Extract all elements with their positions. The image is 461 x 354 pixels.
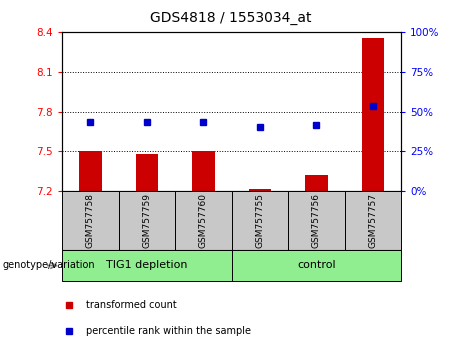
Text: transformed count: transformed count (86, 300, 177, 310)
Bar (175, 191, 231, 250)
Text: genotype/variation: genotype/variation (2, 261, 95, 270)
Text: GSM757755: GSM757755 (255, 193, 265, 248)
Text: GSM757760: GSM757760 (199, 193, 208, 248)
Bar (231, 250, 401, 281)
Bar (305, 175, 328, 191)
Bar (248, 189, 271, 191)
Bar (79, 152, 102, 191)
Text: GDS4818 / 1553034_at: GDS4818 / 1553034_at (150, 11, 311, 25)
Text: percentile rank within the sample: percentile rank within the sample (86, 326, 251, 336)
Bar (344, 191, 401, 250)
Bar (62, 250, 231, 281)
Bar (136, 154, 158, 191)
Text: GSM757756: GSM757756 (312, 193, 321, 248)
Bar (288, 191, 344, 250)
Bar (192, 152, 215, 191)
Text: GSM757758: GSM757758 (86, 193, 95, 248)
Bar (231, 191, 288, 250)
Text: GSM757757: GSM757757 (368, 193, 378, 248)
Bar (62, 191, 118, 250)
Text: TIG1 depletion: TIG1 depletion (106, 261, 188, 270)
Text: GSM757759: GSM757759 (142, 193, 152, 248)
Text: control: control (297, 261, 336, 270)
Bar (361, 39, 384, 191)
Bar (118, 191, 175, 250)
